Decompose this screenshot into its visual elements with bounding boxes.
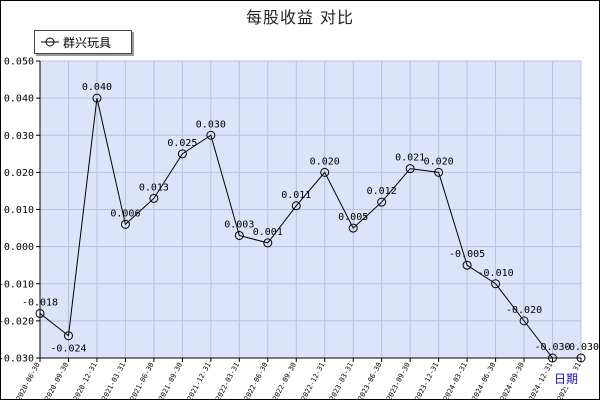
x-tick-label: 2022-12-31 — [300, 361, 327, 400]
x-tick-label: 2020-09-30 — [43, 361, 70, 400]
data-label: 0.025 — [167, 138, 197, 149]
data-point — [177, 149, 187, 159]
data-point — [434, 167, 444, 177]
y-tick-label: 0.000 — [4, 242, 34, 253]
y-tick-label: -0.020 — [0, 316, 34, 327]
x-tick-label: 2022-09-30 — [271, 361, 298, 400]
y-tick-label: 0.040 — [4, 94, 34, 105]
x-tick-label: 2023-12-31 — [414, 361, 441, 400]
data-point — [576, 353, 586, 363]
x-tick-label: 2022-06-30 — [243, 361, 270, 400]
data-point — [405, 164, 415, 174]
data-label: 0.006 — [110, 208, 140, 219]
data-point — [263, 238, 273, 248]
data-label: 0.040 — [82, 82, 112, 93]
x-tick-label: 2021-06-30 — [129, 361, 156, 400]
data-point — [348, 223, 358, 233]
data-point — [291, 201, 301, 211]
data-point — [234, 230, 244, 240]
data-label: 0.005 — [338, 212, 368, 223]
y-tick-label: -0.010 — [0, 279, 34, 290]
data-point — [92, 93, 102, 103]
data-label: -0.030 — [563, 342, 599, 353]
x-tick-label: 2021-12-31 — [186, 361, 213, 400]
data-point — [206, 130, 216, 140]
x-tick-label: 2020-06-30 — [15, 361, 42, 400]
x-tick-label: 2020-12-31 — [72, 361, 99, 400]
data-label: -0.018 — [22, 297, 58, 308]
series-line — [39, 98, 581, 359]
data-point — [35, 308, 45, 318]
data-point — [320, 167, 330, 177]
x-tick-label: 2024-03-31 — [442, 361, 469, 400]
legend: 群兴玩具 — [34, 30, 132, 54]
data-label: -0.010 — [478, 268, 514, 279]
data-label: 0.021 — [395, 153, 425, 164]
data-point — [462, 260, 472, 270]
y-tick-label: -0.030 — [0, 354, 34, 365]
x-tick-label: 2021-09-30 — [157, 361, 184, 400]
x-tick-label: 2024-06-30 — [470, 361, 497, 400]
data-point — [377, 197, 387, 207]
x-tick-label: 2023-06-30 — [357, 361, 384, 400]
data-label: 0.013 — [139, 182, 169, 193]
y-tick-label: 0.050 — [4, 57, 34, 68]
x-tick-label: 2023-03-31 — [328, 361, 355, 400]
x-tick-label: 2023-09-30 — [385, 361, 412, 400]
x-tick-label: 2022-03-31 — [214, 361, 241, 400]
data-point — [149, 193, 159, 203]
data-label: -0.024 — [50, 344, 86, 355]
data-label: 0.011 — [281, 190, 311, 201]
data-label: 0.012 — [367, 186, 397, 197]
data-label: -0.030 — [534, 342, 570, 353]
y-tick-label: 0.010 — [4, 205, 34, 216]
chart-title: 每股收益 对比 — [245, 8, 355, 27]
x-tick-label: 2021-03-31 — [100, 361, 127, 400]
y-tick-label: 0.030 — [4, 131, 34, 142]
data-label: -0.020 — [506, 305, 542, 316]
x-tick-label: 2024-12-31 — [527, 361, 554, 400]
x-tick-label: 2024-09-30 — [499, 361, 526, 400]
data-label: 0.030 — [196, 119, 226, 130]
data-point — [548, 353, 558, 363]
data-label: 0.003 — [224, 219, 254, 230]
data-point — [519, 316, 529, 326]
legend-marker-icon — [41, 37, 59, 47]
x-axis-unit-label: 日期 — [553, 370, 580, 387]
data-point — [120, 219, 130, 229]
legend-label: 群兴玩具 — [63, 36, 112, 50]
data-point — [491, 279, 501, 289]
data-label: 0.020 — [310, 156, 340, 167]
data-label: 0.020 — [424, 156, 454, 167]
data-point — [63, 331, 73, 341]
data-label: 0.001 — [253, 227, 283, 238]
data-label: -0.005 — [449, 249, 485, 260]
y-tick-label: 0.020 — [4, 168, 34, 179]
